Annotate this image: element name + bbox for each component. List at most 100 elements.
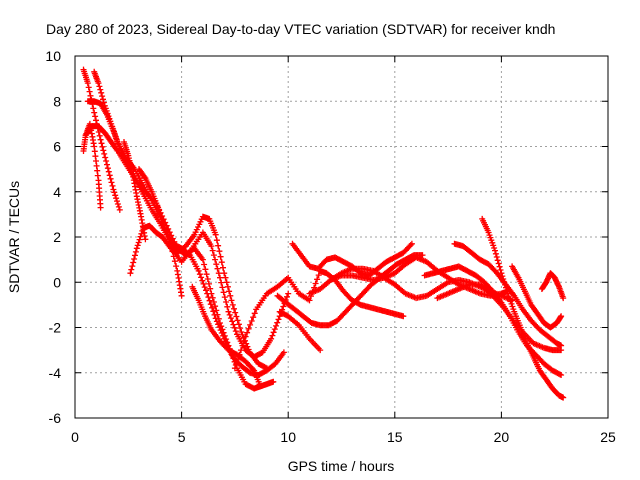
data-point <box>198 274 205 281</box>
data-point <box>317 347 324 354</box>
x-tick-label: 20 <box>494 429 510 445</box>
data-point <box>127 270 134 277</box>
data-point <box>142 236 149 243</box>
data-point <box>227 292 234 299</box>
series-line <box>129 225 289 358</box>
data-point <box>174 271 181 278</box>
data-point <box>185 251 192 258</box>
data-point <box>97 204 104 211</box>
data-point <box>230 321 237 328</box>
data-point <box>158 216 165 223</box>
x-tick-labels: 0 5 10 15 20 25 <box>71 429 616 445</box>
data-point <box>156 207 163 214</box>
data-point <box>135 239 142 246</box>
data-point <box>135 199 141 206</box>
data-point <box>280 349 287 356</box>
x-tick-label: 5 <box>178 429 186 445</box>
data-point <box>221 270 228 277</box>
y-tick-label: 0 <box>53 274 61 290</box>
data-point <box>200 280 207 287</box>
data-point <box>218 330 225 336</box>
data-point <box>205 294 212 301</box>
data-point <box>560 394 567 401</box>
data-point <box>492 247 498 254</box>
data-point <box>210 299 217 305</box>
data-point <box>199 277 206 284</box>
grid <box>75 56 608 418</box>
data-point <box>220 332 226 339</box>
data-point <box>245 325 252 332</box>
series-arc-21 <box>538 270 567 302</box>
data-point <box>231 305 237 312</box>
data-point <box>216 248 223 255</box>
data-point <box>558 342 565 349</box>
data-point <box>315 272 322 279</box>
series-arc-1 <box>80 66 123 213</box>
y-tick-label: -6 <box>49 410 62 426</box>
data-point <box>132 252 138 259</box>
data-point <box>159 219 166 226</box>
data-point <box>238 329 245 335</box>
axis-ticks <box>74 55 609 419</box>
data-point <box>229 318 236 325</box>
x-tick-label: 0 <box>71 429 79 445</box>
data-point <box>210 252 217 259</box>
data-point <box>212 315 219 322</box>
data-point <box>227 315 234 322</box>
y-tick-label: -4 <box>49 365 62 381</box>
data-point <box>133 245 140 252</box>
data-point <box>499 273 506 280</box>
data-point <box>229 301 236 308</box>
data-point <box>213 261 220 268</box>
data-point <box>116 206 123 213</box>
data-point <box>207 301 214 308</box>
data-point <box>498 270 505 277</box>
data-point <box>204 290 211 297</box>
data-point <box>157 210 163 217</box>
x-tick-label: 15 <box>387 429 403 445</box>
data-point <box>312 280 319 287</box>
data-point <box>91 109 98 116</box>
data-point <box>496 263 503 270</box>
data-point <box>206 280 212 287</box>
data-point <box>237 325 244 332</box>
data-point <box>271 326 278 333</box>
data-point <box>141 233 148 239</box>
data-point <box>211 311 218 318</box>
y-tick-label: 2 <box>53 229 61 245</box>
data-point <box>213 237 220 244</box>
data-point <box>270 329 277 336</box>
data-point <box>493 254 500 260</box>
data-point <box>407 242 414 249</box>
data-point <box>129 263 136 270</box>
data-point <box>220 264 226 271</box>
data-point <box>244 329 251 336</box>
data-point <box>115 203 122 210</box>
series-arc-9 <box>189 283 264 390</box>
data-point <box>503 287 510 294</box>
data-point <box>218 279 225 286</box>
data-point <box>113 146 120 153</box>
data-point <box>105 168 112 175</box>
data-point <box>90 105 97 112</box>
data-series <box>80 66 567 401</box>
data-point <box>204 276 211 282</box>
data-point <box>558 372 565 378</box>
series-line <box>138 168 285 376</box>
data-point <box>199 256 206 263</box>
data-point <box>128 266 135 273</box>
data-point <box>218 259 225 266</box>
y-tick-label: -2 <box>49 320 62 336</box>
data-point <box>232 309 239 316</box>
data-point <box>206 297 213 304</box>
data-point <box>560 295 567 302</box>
data-point <box>284 293 290 300</box>
data-point <box>178 292 185 299</box>
data-point <box>114 198 120 205</box>
data-point <box>130 259 137 266</box>
data-point <box>285 290 292 297</box>
data-point <box>270 378 277 385</box>
y-tick-label: 6 <box>53 139 61 155</box>
data-point <box>97 86 104 93</box>
data-point <box>231 324 238 331</box>
